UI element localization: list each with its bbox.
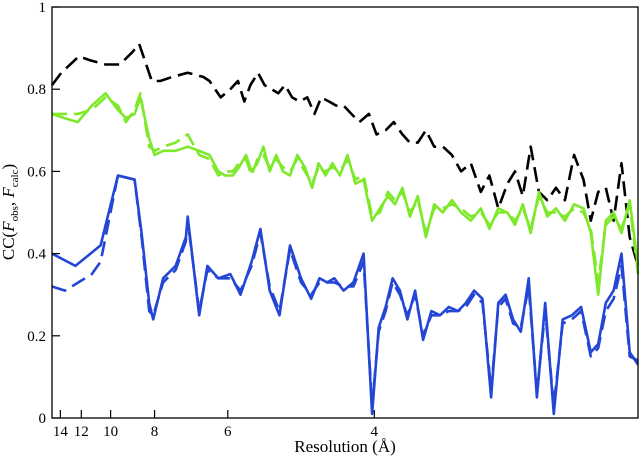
x-tick-label: 4 xyxy=(371,424,379,440)
series-line-2 xyxy=(51,92,640,297)
y-tick-label: 0.4 xyxy=(27,247,46,263)
y-tick-label: 0.2 xyxy=(27,329,46,345)
ticks-layer: 14 12 10 8 6 4 0 0.2 0.4 0.6 0.8 1 xyxy=(27,0,378,440)
plot-frame xyxy=(51,6,639,419)
y-axis-title-f2: F xyxy=(0,187,18,199)
y-axis-title-sep: , xyxy=(0,198,18,207)
y-tick-label: 0.6 xyxy=(27,164,46,180)
y-axis-title-f1: F xyxy=(0,221,18,233)
series-line-3 xyxy=(52,92,640,284)
x-tick-label: 6 xyxy=(224,424,232,440)
y-axis-title-suffix: ) xyxy=(0,164,18,170)
x-tick-label: 10 xyxy=(103,424,118,440)
y-axis-title-prefix: CC( xyxy=(0,231,18,260)
x-tick-label: 12 xyxy=(74,424,89,440)
x-tick-label: 8 xyxy=(151,424,159,440)
y-axis-title-sub2: calc xyxy=(9,169,21,187)
y-axis-title: CC(Fobs, Fcalc) xyxy=(0,164,21,260)
y-tick-label: 0 xyxy=(39,411,47,427)
y-axis-title-sub1: obs xyxy=(9,206,21,221)
series-layer xyxy=(50,42,640,416)
y-tick-label: 0.8 xyxy=(27,82,46,98)
x-axis-title: Resolution (Å) xyxy=(294,437,396,456)
series-line-5 xyxy=(51,174,639,408)
series-line-1 xyxy=(50,42,640,267)
x-tick-label: 14 xyxy=(53,424,69,440)
y-tick-label: 1 xyxy=(39,0,47,16)
